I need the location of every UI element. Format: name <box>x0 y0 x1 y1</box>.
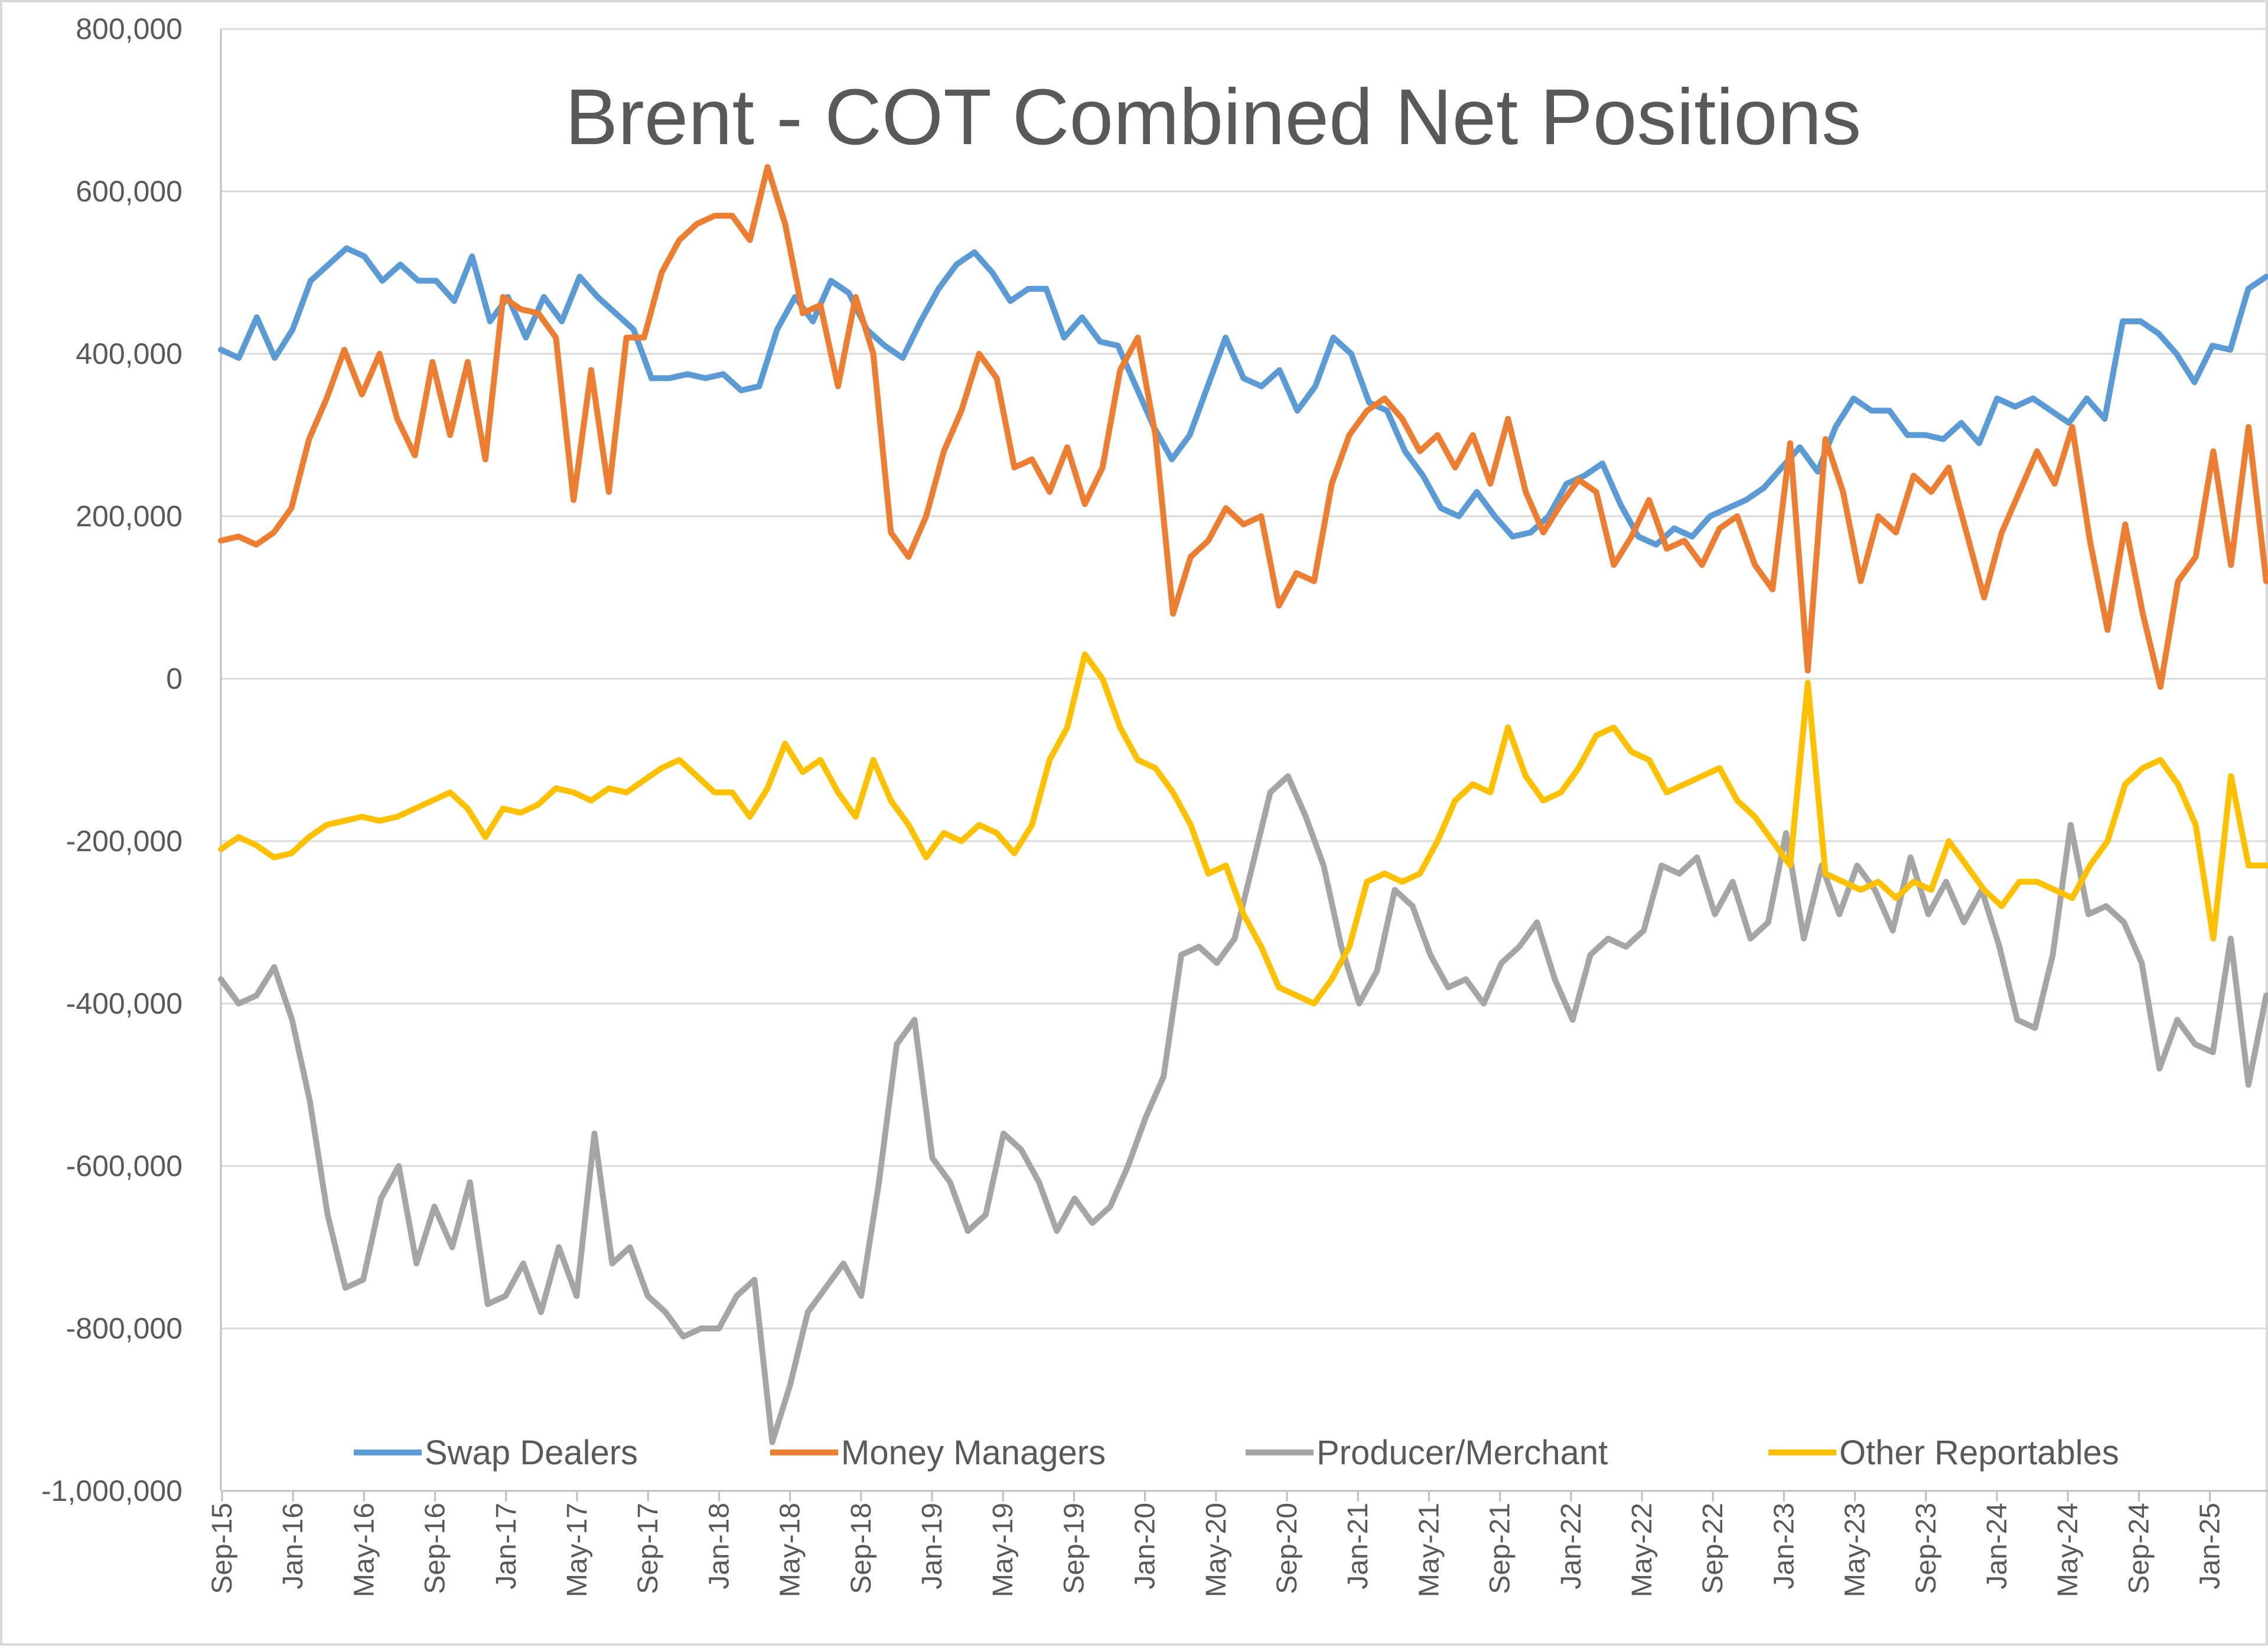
x-tick-label: Jan-21 <box>1342 1503 1374 1590</box>
x-tick-label: May-23 <box>1840 1503 1871 1597</box>
x-tick-label: May-17 <box>562 1503 593 1597</box>
series-line-money-managers <box>218 164 2268 690</box>
x-tick-label: Sep-24 <box>2123 1503 2155 1594</box>
x-tick-label: Jan-22 <box>1556 1503 1587 1590</box>
legend-label-swap-dealers: Swap Dealers <box>425 1434 638 1472</box>
x-tick-label: May-19 <box>988 1503 1019 1597</box>
y-tick-label: 800,000 <box>76 12 183 45</box>
legend-label-money-managers: Money Managers <box>841 1434 1106 1472</box>
series-line-producer-merchant <box>218 773 2268 1445</box>
axes: 800,000 600,000 400,000 200,000 0 -200,000 -40… <box>41 12 2268 1597</box>
y-tick-label: -800,000 <box>66 1312 183 1345</box>
x-tick-label: Jan-16 <box>278 1503 309 1590</box>
chart-title: Brent - COT Combined Net Positions <box>565 73 1862 161</box>
y-tick-label: 400,000 <box>76 337 183 370</box>
y-tick-label: -400,000 <box>66 987 183 1020</box>
x-tick-label: May-22 <box>1627 1503 1658 1597</box>
x-tick-label: Sep-21 <box>1485 1503 1516 1594</box>
x-tick-label: Jan-17 <box>491 1503 522 1590</box>
x-tick-label: Jan-20 <box>1130 1503 1161 1590</box>
x-tick-label: Sep-18 <box>846 1503 877 1594</box>
x-tick-label: May-24 <box>2052 1503 2084 1597</box>
y-tick-label: -1,000,000 <box>41 1474 183 1507</box>
series-line-other-reportables <box>218 651 2268 1007</box>
y-tick-label: 200,000 <box>76 500 183 533</box>
x-tick-label: May-18 <box>775 1503 806 1597</box>
x-tick-label: Jan-19 <box>917 1503 948 1590</box>
y-tick-label: 600,000 <box>76 175 183 208</box>
y-tick-label: -600,000 <box>66 1149 183 1183</box>
x-tick-label: May-16 <box>348 1503 380 1597</box>
series-lines <box>218 164 2268 1445</box>
legend: Swap Dealers Money Managers Producer/Merch… <box>354 1434 2119 1472</box>
y-tick-label: -200,000 <box>66 825 183 858</box>
x-tick-label: Sep-17 <box>633 1503 664 1594</box>
legend-label-producer-merchant: Producer/Merchant <box>1317 1434 1608 1472</box>
legend-label-other-reportables: Other Reportables <box>1839 1434 2119 1472</box>
x-tick-label: May-21 <box>1413 1503 1445 1597</box>
x-tick-label: Jan-24 <box>1982 1503 2013 1590</box>
x-tick-label: Sep-15 <box>207 1503 238 1594</box>
x-tick-label: Jan-25 <box>2195 1503 2226 1590</box>
x-tick-label: Sep-16 <box>420 1503 451 1594</box>
x-tick-label: Sep-23 <box>1911 1503 1942 1594</box>
y-tick-label: 0 <box>166 662 183 695</box>
x-tick-label: Sep-19 <box>1058 1503 1090 1594</box>
x-tick-label: May-20 <box>1201 1503 1232 1597</box>
x-tick-label: Sep-20 <box>1272 1503 1303 1594</box>
x-tick-label: Sep-22 <box>1697 1503 1729 1594</box>
series-line-swap-dealers <box>218 245 2268 548</box>
x-tick-label: Jan-18 <box>703 1503 735 1590</box>
x-tick-label: Jan-23 <box>1768 1503 1800 1590</box>
